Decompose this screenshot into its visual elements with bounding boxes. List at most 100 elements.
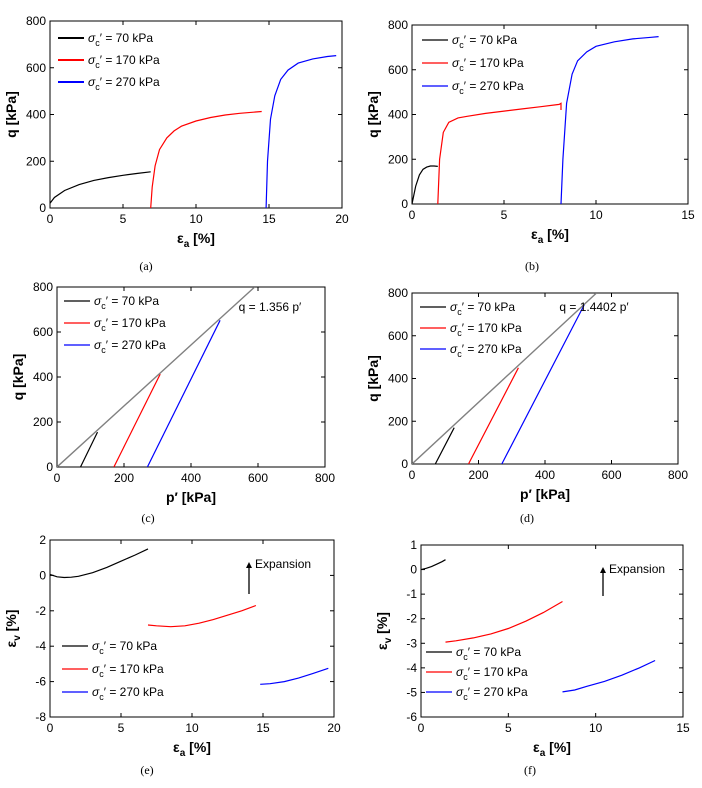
csl-equation: q = 1.4402 p′ — [559, 300, 629, 314]
y-axis-label: q [kPa] — [10, 354, 26, 401]
legend-label: σc′ = 70 kPa — [92, 639, 157, 656]
y-tick-label: -6 — [35, 675, 46, 689]
y-tick-label: 400 — [33, 370, 53, 384]
y-tick-label: 2 — [39, 533, 46, 547]
y-tick-label: 800 — [26, 14, 46, 28]
legend-label: σc′ = 70 kPa — [456, 645, 521, 662]
x-tick-label: 0 — [418, 721, 425, 735]
x-tick-label: 600 — [601, 468, 621, 482]
series-group — [50, 55, 337, 208]
y-tick-label: 200 — [388, 152, 408, 166]
plot-frame — [411, 24, 689, 205]
x-tick-label: 20 — [335, 212, 349, 226]
x-tick-label: 10 — [189, 212, 203, 226]
series-line-3 — [560, 36, 659, 204]
x-tick-label: 5 — [118, 721, 125, 735]
y-tick-label: 800 — [33, 280, 53, 294]
y-axis-label: q [kPa] — [3, 91, 19, 138]
x-tick-label: 400 — [535, 468, 555, 482]
legend-label: σc′ = 70 kPa — [94, 294, 159, 311]
series-group — [421, 559, 656, 693]
y-tick-label: 0 — [410, 563, 417, 577]
x-tick-label: 20 — [327, 721, 341, 735]
x-tick-label: 200 — [114, 471, 134, 485]
plot-frame — [411, 292, 679, 465]
series-line-2 — [467, 367, 519, 464]
series-line-3 — [265, 55, 337, 208]
x-axis-label: p′ [kPa] — [166, 489, 216, 505]
legend-label: σc′ = 270 kPa — [94, 338, 166, 355]
legend-label: σc′ = 270 kPa — [456, 685, 528, 702]
expansion-label: Expansion — [255, 557, 311, 571]
x-axis-label: εa [%] — [177, 230, 215, 250]
x-tick-label: 15 — [681, 208, 695, 222]
y-tick-label: 600 — [388, 329, 408, 343]
series-group — [57, 287, 256, 467]
series-line-3 — [501, 303, 586, 464]
y-tick-label: 200 — [26, 154, 46, 168]
x-tick-label: 5 — [120, 212, 127, 226]
panel-label: (e) — [140, 763, 153, 777]
y-tick-label: -4 — [35, 639, 46, 653]
y-tick-label: -8 — [35, 710, 46, 724]
panel-label: (d) — [520, 511, 534, 525]
y-tick-label: -3 — [406, 636, 417, 650]
plot-frame — [420, 544, 684, 718]
plot-frame — [56, 286, 326, 468]
y-tick-label: 800 — [388, 18, 408, 32]
y-tick-label: 200 — [388, 414, 408, 428]
x-tick-label: 800 — [668, 468, 688, 482]
series-line-2 — [150, 110, 262, 208]
expansion-label: Expansion — [609, 562, 665, 576]
y-tick-label: -5 — [406, 685, 417, 699]
x-tick-label: 0 — [47, 212, 54, 226]
y-axis-label: q [kPa] — [365, 355, 381, 402]
x-tick-label: 15 — [262, 212, 276, 226]
series-line-2 — [113, 373, 161, 467]
panel-label: (c) — [141, 511, 154, 525]
series-line-3 — [146, 320, 221, 467]
y-tick-label: 400 — [26, 108, 46, 122]
x-tick-label: 0 — [409, 468, 416, 482]
legend-label: σc′ = 270 kPa — [88, 75, 160, 92]
x-tick-label: 5 — [505, 721, 512, 735]
x-axis-label: p′ [kPa] — [520, 486, 570, 502]
series-line-3 — [562, 659, 656, 693]
x-tick-label: 15 — [676, 721, 690, 735]
panel-label: (b) — [525, 259, 539, 273]
y-tick-label: 0 — [401, 197, 408, 211]
chart-panel-e: 0 5 10 15 20 -8 -6 -4 -2 0 2 εa [%] εv [%] σc′ = 70 k… — [3, 533, 341, 777]
y-tick-label: -4 — [406, 661, 417, 675]
y-tick-label: -6 — [406, 710, 417, 724]
y-tick-label: 1 — [410, 538, 417, 552]
series-group — [50, 548, 329, 685]
y-tick-label: -2 — [406, 612, 417, 626]
legend-label: σc′ = 270 kPa — [92, 685, 164, 702]
series-line-2 — [437, 102, 562, 204]
legend-label: σc′ = 170 kPa — [92, 662, 164, 679]
chart-panel-b: 0 5 10 15 0 200 400 600 800 εa [%] q [kPa] σc′ = 70… — [365, 18, 695, 273]
legend-label: σc′ = 70 kPa — [88, 31, 153, 48]
y-tick-label: 800 — [388, 286, 408, 300]
y-tick-label: 600 — [33, 325, 53, 339]
y-tick-label: 600 — [388, 63, 408, 77]
y-tick-label: 400 — [388, 108, 408, 122]
series-group — [412, 293, 597, 464]
series-line-2 — [147, 604, 257, 628]
x-axis-label: εa [%] — [533, 739, 571, 759]
y-axis-label: q [kPa] — [365, 91, 381, 138]
y-tick-label: 0 — [39, 568, 46, 582]
y-tick-label: 0 — [401, 457, 408, 471]
expansion-arrow-head — [600, 567, 606, 573]
series-line-csl — [57, 287, 256, 467]
panel-label: (a) — [139, 259, 152, 273]
y-axis-label: εv [%] — [374, 612, 394, 650]
expansion-arrow-head — [246, 562, 252, 568]
y-tick-label: 0 — [46, 460, 53, 474]
legend-label: σc′ = 170 kPa — [452, 56, 524, 73]
x-tick-label: 5 — [501, 208, 508, 222]
x-tick-label: 0 — [409, 208, 416, 222]
x-tick-label: 600 — [248, 471, 268, 485]
legend-label: σc′ = 170 kPa — [94, 316, 166, 333]
